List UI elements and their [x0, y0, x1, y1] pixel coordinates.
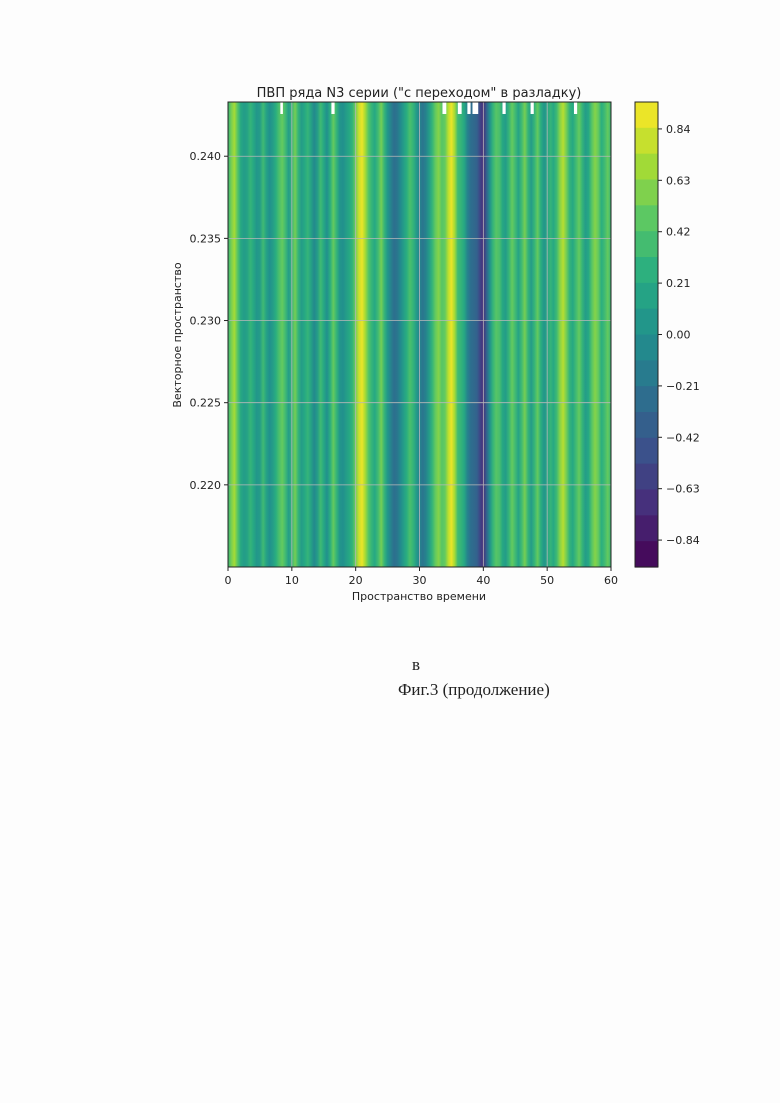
colorbar-segment: [635, 386, 658, 412]
x-tick-label: 10: [285, 574, 299, 587]
masked-segment: [574, 102, 577, 114]
colorbar-tick-label: −0.63: [666, 483, 700, 496]
x-tick-label: 30: [413, 574, 427, 587]
y-tick-label: 0.230: [190, 315, 222, 328]
colorbar-tick-label: 0.00: [666, 329, 691, 342]
colorbar-segment: [635, 464, 658, 490]
masked-segment: [280, 102, 283, 114]
y-tick-label: 0.220: [190, 479, 222, 492]
y-axis-label: Векторное пространство: [171, 262, 184, 407]
colorbar-tick-label: −0.84: [666, 534, 700, 547]
colorbar-tick-label: −0.21: [666, 380, 700, 393]
masked-segment: [531, 102, 534, 114]
masked-segment: [467, 102, 470, 114]
x-tick-label: 60: [604, 574, 618, 587]
panel-letter: в: [412, 655, 420, 675]
colorbar-segment: [635, 257, 658, 283]
colorbar-tick-label: 0.21: [666, 277, 691, 290]
x-tick-label: 50: [540, 574, 554, 587]
colorbar-segment: [635, 154, 658, 180]
colorbar-tick-label: 0.42: [666, 226, 691, 239]
colorbar-segment: [635, 412, 658, 438]
colorbar-segment: [635, 541, 658, 567]
y-tick-label: 0.235: [190, 232, 222, 245]
colorbar-segment: [635, 360, 658, 386]
masked-segment: [472, 102, 478, 114]
colorbar-segment: [635, 515, 658, 541]
colorbar-segment: [635, 231, 658, 257]
colorbar-segment: [635, 490, 658, 516]
colorbar-tick-label: 0.63: [666, 174, 691, 187]
colorbar: 0.84 0.63 0.42 0.21 0.00 −0.21 −0.42 −0.63 −0.84: [635, 102, 700, 568]
chart-title: ПВП ряда N3 серии ("с переходом" в разла…: [257, 86, 582, 101]
masked-segment: [458, 102, 462, 114]
y-tick-label: 0.240: [190, 150, 222, 163]
y-tick-label: 0.225: [190, 397, 222, 410]
colorbar-segment: [635, 335, 658, 361]
colorbar-tick-label: −0.42: [666, 431, 700, 444]
figure-caption: Фиг.3 (продолжение): [398, 680, 550, 700]
x-axis: 0 10 20 30 40 50 60: [225, 567, 619, 587]
colorbar-tick-label: 0.84: [666, 123, 691, 136]
colorbar-segment: [635, 438, 658, 464]
masked-segment: [502, 102, 505, 114]
masked-segment: [442, 102, 446, 114]
colorbar-segment: [635, 283, 658, 309]
colorbar-segment: [635, 180, 658, 206]
colorbar-segment: [635, 309, 658, 335]
colorbar-segment: [635, 102, 658, 128]
x-tick-label: 0: [225, 574, 232, 587]
x-tick-label: 20: [349, 574, 363, 587]
colorbar-segment: [635, 128, 658, 154]
y-axis: 0.220 0.225 0.230 0.235 0.240: [190, 150, 229, 492]
x-tick-label: 40: [476, 574, 490, 587]
x-axis-label: Пространство времени: [352, 590, 486, 603]
colorbar-segment: [635, 205, 658, 231]
masked-segment: [331, 102, 334, 114]
